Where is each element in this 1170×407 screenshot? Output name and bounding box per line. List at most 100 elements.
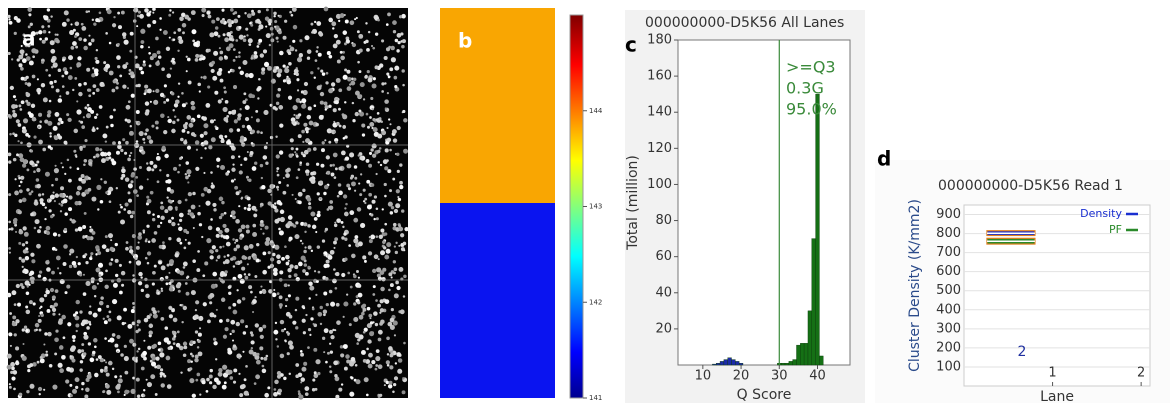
cluster-spot — [62, 262, 67, 266]
cluster-spot — [216, 157, 221, 162]
cluster-spot — [351, 101, 355, 105]
cluster-spot — [203, 140, 209, 146]
cluster-spot — [290, 117, 296, 123]
histogram-bar — [792, 359, 797, 366]
cluster-spot — [192, 227, 195, 230]
cluster-spot — [57, 98, 63, 103]
cluster-spot — [196, 372, 201, 377]
cluster-spot — [273, 15, 276, 18]
cluster-spot — [246, 13, 252, 19]
cluster-spot — [118, 263, 122, 267]
cluster-spot — [246, 150, 249, 154]
panel-label: d — [877, 147, 891, 171]
cluster-spot — [72, 339, 76, 342]
cluster-spot — [258, 38, 263, 43]
cluster-spot — [348, 244, 351, 247]
cluster-spot — [205, 389, 209, 393]
cluster-spot — [49, 132, 52, 135]
cluster-spot — [387, 75, 391, 79]
cluster-spot — [202, 302, 207, 307]
cluster-spot — [20, 141, 23, 145]
histogram-bar — [712, 363, 717, 366]
cluster-spot — [220, 164, 226, 171]
cluster-spot — [375, 364, 379, 367]
cluster-spot — [144, 101, 150, 106]
cluster-spot — [279, 123, 284, 128]
cluster-spot — [308, 281, 313, 286]
cluster-spot — [372, 285, 376, 289]
cluster-spot — [365, 112, 369, 116]
cluster-spot — [272, 267, 278, 273]
cluster-spot — [338, 124, 342, 128]
cluster-spot — [206, 10, 211, 15]
cluster-spot — [18, 184, 21, 187]
cluster-spot — [235, 244, 240, 249]
y-tick-label: 20 — [655, 321, 672, 336]
cluster-spot — [66, 284, 71, 289]
cluster-spot — [173, 115, 177, 118]
cluster-spot — [303, 149, 309, 155]
cluster-spot — [124, 202, 129, 207]
cluster-spot — [220, 139, 225, 143]
cluster-spot — [335, 140, 338, 144]
cluster-spot — [267, 251, 271, 255]
cluster-spot — [209, 301, 213, 305]
cluster-spot — [311, 224, 317, 230]
cluster-spot — [289, 46, 295, 52]
cluster-spot — [40, 313, 44, 318]
cluster-spot — [130, 309, 135, 314]
cluster-spot — [367, 125, 371, 129]
cluster-spot — [11, 376, 16, 381]
cluster-spot — [342, 194, 348, 199]
cluster-spot — [39, 297, 45, 303]
cluster-spot — [9, 312, 13, 315]
cluster-spot — [316, 245, 321, 249]
cluster-spot — [386, 336, 390, 341]
cluster-spot — [93, 22, 97, 26]
cluster-spot — [380, 228, 385, 233]
cluster-spot — [18, 392, 23, 397]
cluster-spot — [320, 148, 325, 153]
cluster-spot — [256, 87, 261, 92]
cluster-spot — [257, 9, 261, 14]
cluster-spot — [304, 392, 309, 396]
cluster-spot — [45, 287, 49, 291]
cluster-spot — [21, 197, 27, 203]
cluster-spot — [74, 76, 78, 80]
cluster-spot — [317, 67, 320, 70]
cluster-spot — [148, 64, 152, 68]
cluster-spot — [380, 286, 385, 292]
cluster-spot — [356, 342, 359, 345]
cluster-spot — [147, 88, 152, 94]
cluster-spot — [13, 303, 17, 307]
cluster-spot — [213, 314, 217, 318]
cluster-spot — [329, 350, 334, 354]
cluster-spot — [32, 302, 36, 306]
y-tick-label: 400 — [936, 302, 961, 317]
cluster-spot — [235, 219, 240, 224]
cluster-spot — [171, 128, 176, 134]
cluster-spot — [103, 61, 107, 65]
cluster-spot — [171, 57, 175, 62]
cluster-spot — [160, 317, 165, 321]
cluster-spot — [226, 18, 232, 24]
cluster-spot — [333, 130, 336, 134]
cluster-spot — [278, 105, 284, 110]
cluster-spot — [191, 29, 197, 35]
cluster-spot — [402, 109, 406, 114]
cluster-spot — [148, 139, 154, 144]
cluster-spot — [185, 230, 190, 235]
cluster-spot — [321, 239, 326, 243]
cluster-spot — [18, 199, 23, 203]
cluster-spot — [333, 360, 338, 366]
cluster-spot — [15, 230, 18, 233]
cluster-spot — [397, 197, 402, 202]
cluster-spot — [19, 282, 24, 287]
cluster-spot — [159, 205, 165, 210]
cluster-spot — [19, 180, 23, 184]
cluster-spot — [184, 14, 190, 20]
cluster-spot — [282, 177, 285, 180]
cluster-spot — [114, 242, 118, 247]
cluster-spot — [82, 144, 86, 149]
cluster-spot — [7, 14, 11, 19]
